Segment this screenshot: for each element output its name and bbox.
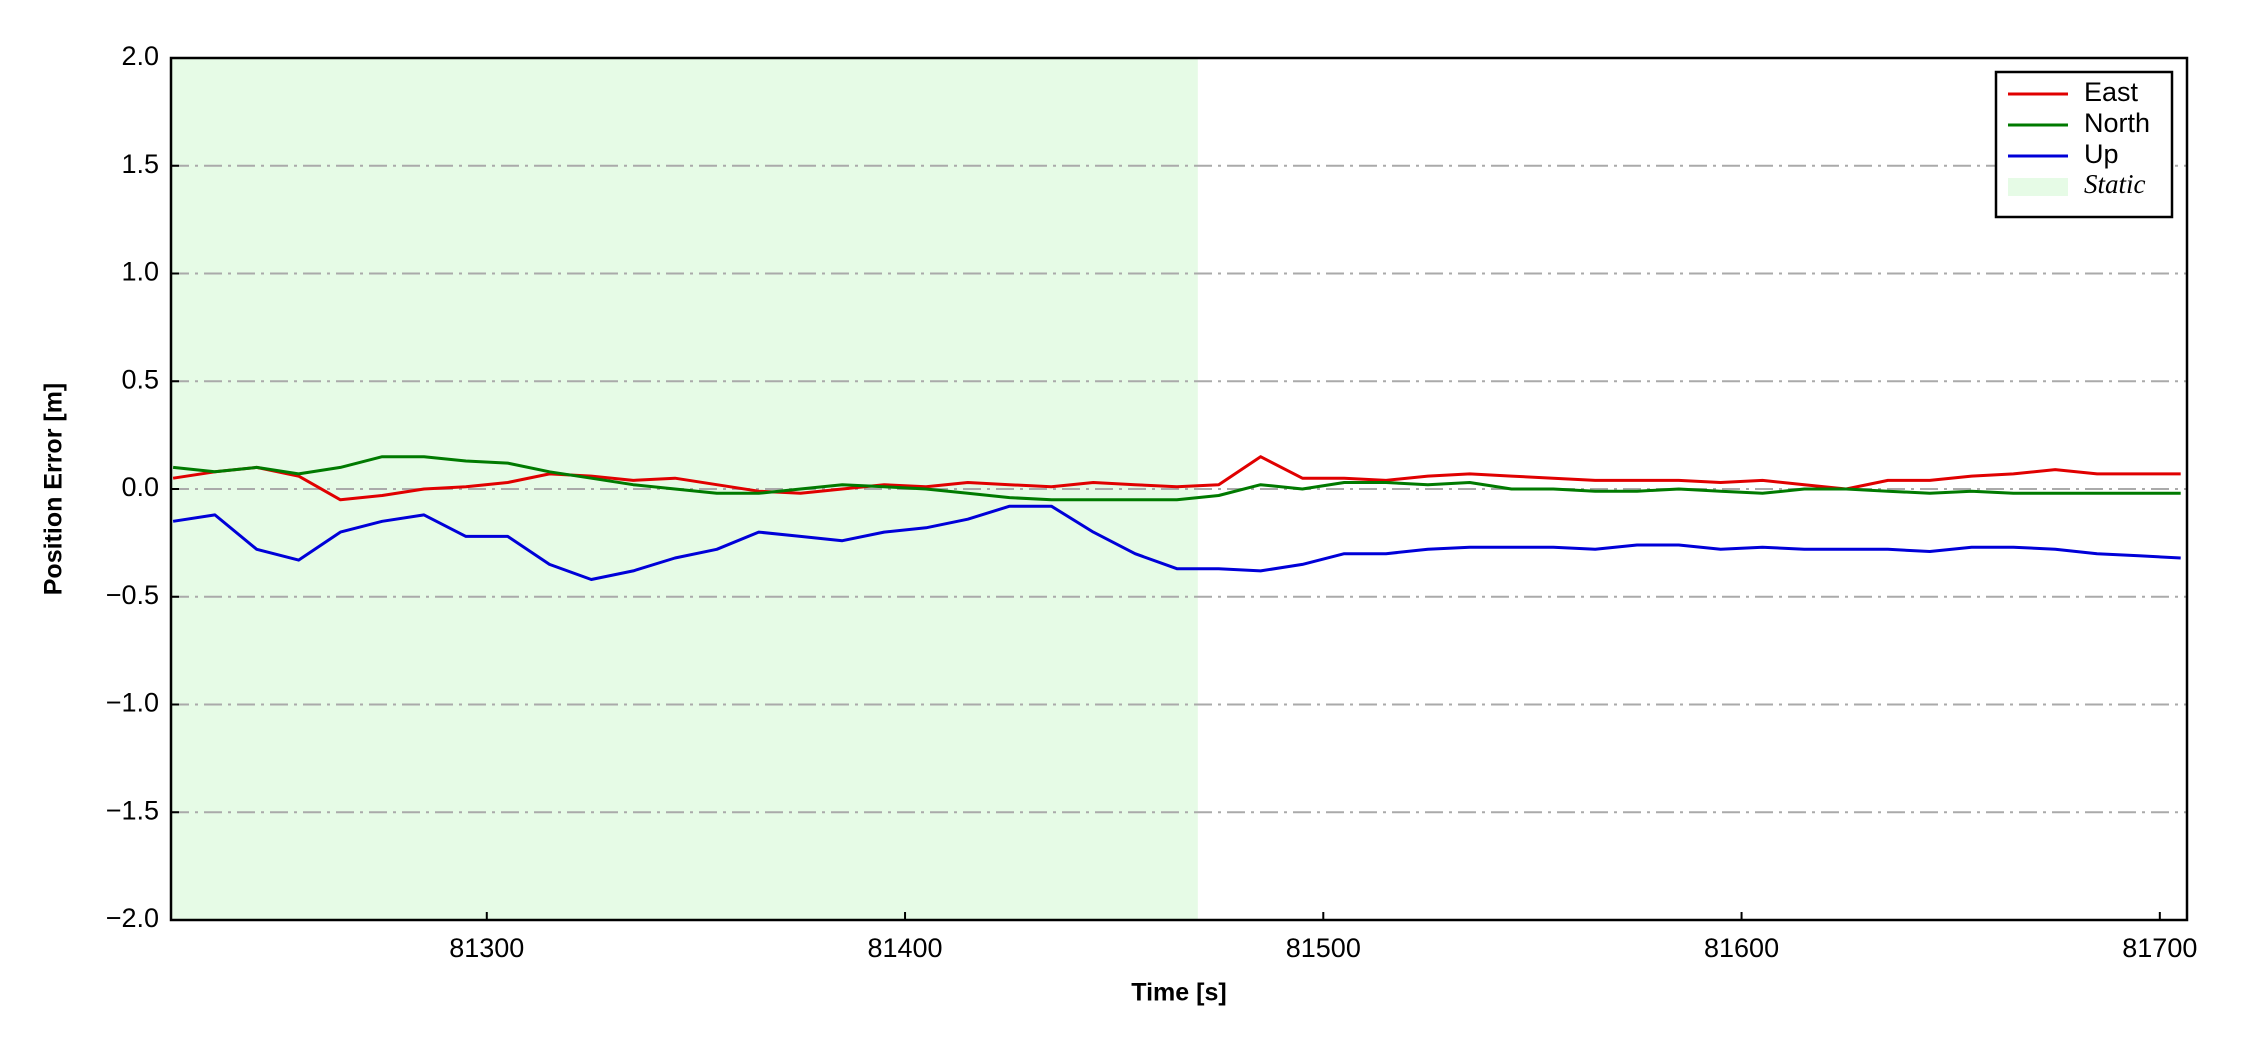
x-tick-label: 81300 bbox=[449, 933, 524, 963]
legend-label: North bbox=[2084, 108, 2150, 138]
x-tick-label: 81500 bbox=[1286, 933, 1361, 963]
y-tick-label: 2.0 bbox=[121, 41, 159, 71]
y-axis-label: Position Error [m] bbox=[40, 383, 68, 596]
y-tick-label: 1.0 bbox=[121, 257, 159, 287]
y-tick-label: 0.5 bbox=[121, 364, 159, 394]
y-tick-label: −1.0 bbox=[106, 688, 159, 718]
legend-label: Static bbox=[2084, 169, 2146, 199]
legend-label: East bbox=[2084, 77, 2139, 107]
x-axis-label: Time [s] bbox=[1131, 979, 1226, 1007]
x-tick-label: 81400 bbox=[867, 933, 942, 963]
y-tick-label: 1.5 bbox=[121, 149, 159, 179]
x-tick-label: 81600 bbox=[1704, 933, 1779, 963]
series-line bbox=[172, 504, 2181, 581]
legend-label: Up bbox=[2084, 139, 2119, 169]
y-tick-label: −2.0 bbox=[106, 903, 159, 933]
legend-swatch bbox=[2008, 178, 2068, 196]
y-tick-label: 0.0 bbox=[121, 472, 159, 502]
x-tick-label: 81700 bbox=[2122, 933, 2197, 963]
y-tick-label: −1.5 bbox=[106, 795, 159, 825]
series-line bbox=[172, 455, 2181, 502]
y-tick-label: −0.5 bbox=[106, 580, 159, 610]
plot-frame bbox=[169, 56, 2189, 922]
